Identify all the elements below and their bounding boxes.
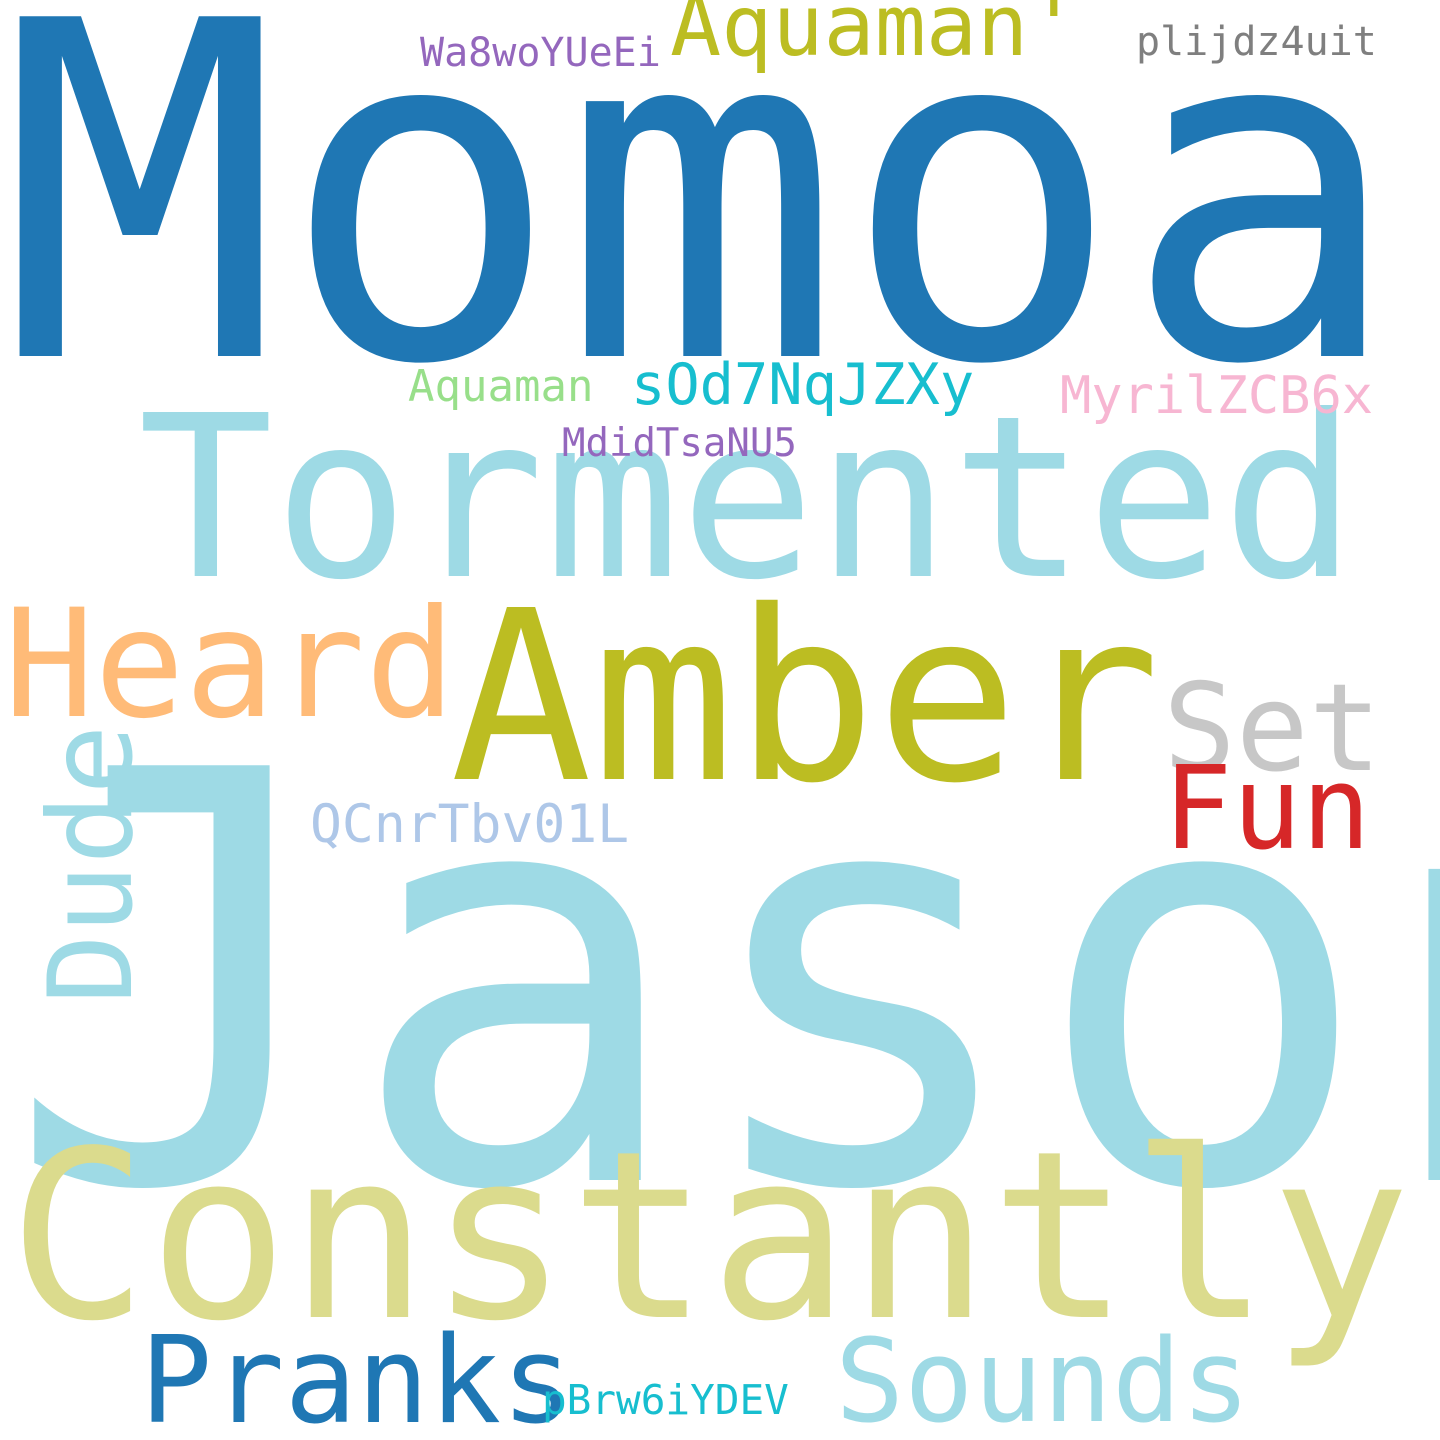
word-dude: Dude: [24, 724, 159, 1004]
word-jason: Jason: [4, 653, 1440, 1315]
word-sounds: Sounds: [835, 1315, 1251, 1440]
word-pbrw6iydev: pBrw6iYDEV: [542, 1376, 789, 1424]
word-aquaman-apos: Aquaman': [670, 0, 1080, 76]
word-set: Set: [1163, 658, 1382, 799]
word-pranks: Pranks: [140, 1312, 574, 1440]
word-wa8woyueei: Wa8woYUeEi: [420, 30, 661, 76]
word-aquaman: Aquaman: [408, 361, 594, 412]
word-fun: Fun: [1163, 742, 1371, 876]
word-sod7nqjzxy: sOd7NqJZXy: [631, 352, 975, 418]
word-amber: Amber: [450, 560, 1161, 835]
word-mdidtsanu5: MdidTsaNU5: [562, 421, 797, 466]
word-tormented: Tormented: [138, 368, 1358, 630]
word-myrilzcb6x: MyrilZCB6x: [1060, 366, 1374, 426]
word-plijdz4uit: plijdz4uit: [1136, 19, 1377, 65]
word-heard: Heard: [4, 578, 456, 752]
word-constantly: Constantly: [8, 1101, 1411, 1372]
word-qcnrtbv01l: QCnrTbv01L: [310, 794, 630, 855]
word-momoa: Momoa: [0, 0, 1403, 466]
